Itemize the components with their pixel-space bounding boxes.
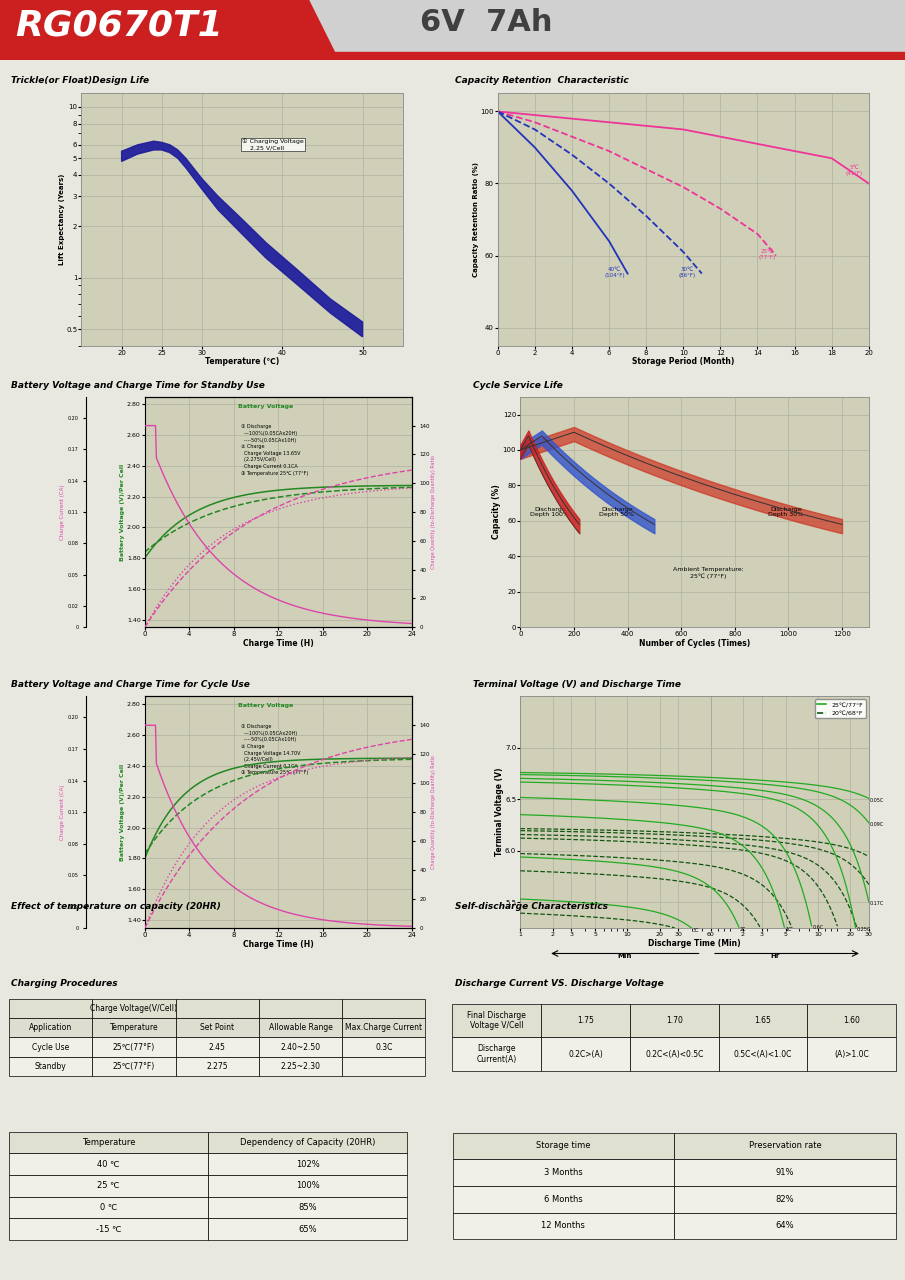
Y-axis label: Charge Current (CA): Charge Current (CA) [60, 785, 65, 840]
X-axis label: Charge Time (H): Charge Time (H) [243, 639, 314, 648]
X-axis label: Discharge Time (Min): Discharge Time (Min) [648, 938, 741, 947]
Y-axis label: Lift Expectancy (Years): Lift Expectancy (Years) [59, 174, 65, 265]
X-axis label: Storage Period (Month): Storage Period (Month) [632, 357, 735, 366]
Y-axis label: Terminal Voltage (V): Terminal Voltage (V) [494, 768, 503, 856]
Text: Terminal Voltage (V) and Discharge Time: Terminal Voltage (V) and Discharge Time [472, 681, 681, 690]
Polygon shape [121, 141, 363, 337]
Y-axis label: Battery Voltage (V)/Per Cell: Battery Voltage (V)/Per Cell [120, 764, 126, 860]
Bar [0, 52, 905, 60]
Text: Min: Min [618, 954, 632, 959]
Text: 0.6C: 0.6C [813, 925, 824, 931]
Text: Battery Voltage: Battery Voltage [238, 703, 293, 708]
Text: Discharge
Depth 50%: Discharge Depth 50% [599, 507, 634, 517]
Text: Charging Procedures: Charging Procedures [11, 979, 118, 988]
Text: 2C: 2C [740, 927, 747, 932]
Text: Capacity Retention  Characteristic: Capacity Retention Characteristic [454, 77, 628, 86]
Text: 0.25C: 0.25C [856, 928, 871, 932]
X-axis label: Temperature (℃): Temperature (℃) [205, 357, 280, 366]
Y-axis label: Capacity (%): Capacity (%) [492, 485, 501, 539]
Text: ① Discharge
  —100%(0.05CAx20H)
  ----50%(0.05CAx10H)
② Charge
  Charge Voltage : ① Discharge —100%(0.05CAx20H) ----50%(0.… [241, 425, 309, 476]
Y-axis label: Charge Quantity (to-Discharge Quantity) Ratio: Charge Quantity (to-Discharge Quantity) … [432, 755, 436, 869]
Text: Trickle(or Float)Design Life: Trickle(or Float)Design Life [11, 77, 149, 86]
Text: Effect of temperature on capacity (20HR): Effect of temperature on capacity (20HR) [11, 902, 221, 911]
X-axis label: Charge Time (H): Charge Time (H) [243, 940, 314, 948]
Text: Ambient Temperature:
25℃ (77°F): Ambient Temperature: 25℃ (77°F) [672, 567, 743, 579]
Text: 1C: 1C [786, 927, 792, 932]
Text: Cycle Service Life: Cycle Service Life [472, 381, 563, 390]
Text: Battery Voltage and Charge Time for Standby Use: Battery Voltage and Charge Time for Stan… [11, 381, 265, 390]
Text: 0.05C: 0.05C [870, 797, 884, 803]
Text: Battery Voltage: Battery Voltage [238, 403, 293, 408]
Text: Battery Voltage and Charge Time for Cycle Use: Battery Voltage and Charge Time for Cycl… [11, 681, 250, 690]
Text: 3C: 3C [692, 928, 699, 933]
Text: Discharge Current VS. Discharge Voltage: Discharge Current VS. Discharge Voltage [454, 979, 663, 988]
X-axis label: Number of Cycles (Times): Number of Cycles (Times) [639, 639, 750, 648]
Text: Self-discharge Characteristics: Self-discharge Characteristics [454, 902, 608, 911]
Y-axis label: Battery Voltage (V)/Per Cell: Battery Voltage (V)/Per Cell [120, 463, 126, 561]
Text: Discharge
Depth 100%: Discharge Depth 100% [530, 507, 569, 517]
Text: RG0670T1: RG0670T1 [15, 8, 223, 42]
Text: 0.09C: 0.09C [870, 823, 884, 827]
Y-axis label: Charge Quantity (to-Discharge Quantity) Ratio: Charge Quantity (to-Discharge Quantity) … [432, 456, 436, 568]
Y-axis label: Charge Current (CA): Charge Current (CA) [60, 484, 65, 540]
Text: 25℃
(77°F): 25℃ (77°F) [758, 250, 776, 260]
Legend: 25℃/77°F, 20℃/68°F: 25℃/77°F, 20℃/68°F [814, 699, 866, 718]
Y-axis label: Capacity Retention Ratio (%): Capacity Retention Ratio (%) [472, 163, 479, 276]
Text: 30℃
(86°F): 30℃ (86°F) [679, 268, 696, 278]
Text: 6V  7Ah: 6V 7Ah [420, 8, 552, 37]
Text: 5℃
(41°F): 5℃ (41°F) [845, 165, 862, 177]
Text: 40℃
(104°F): 40℃ (104°F) [605, 268, 625, 278]
Text: Discharge
Depth 30%: Discharge Depth 30% [768, 507, 804, 517]
Text: ① Charging Voltage
    2.25 V/Cell: ① Charging Voltage 2.25 V/Cell [243, 138, 304, 150]
Text: ① Discharge
  —100%(0.05CAx20H)
  ----50%(0.05CAx10H)
② Charge
  Charge Voltage : ① Discharge —100%(0.05CAx20H) ----50%(0.… [241, 724, 309, 776]
Text: Hr: Hr [770, 954, 779, 959]
Polygon shape [310, 0, 905, 60]
Text: 0.17C: 0.17C [870, 901, 884, 906]
